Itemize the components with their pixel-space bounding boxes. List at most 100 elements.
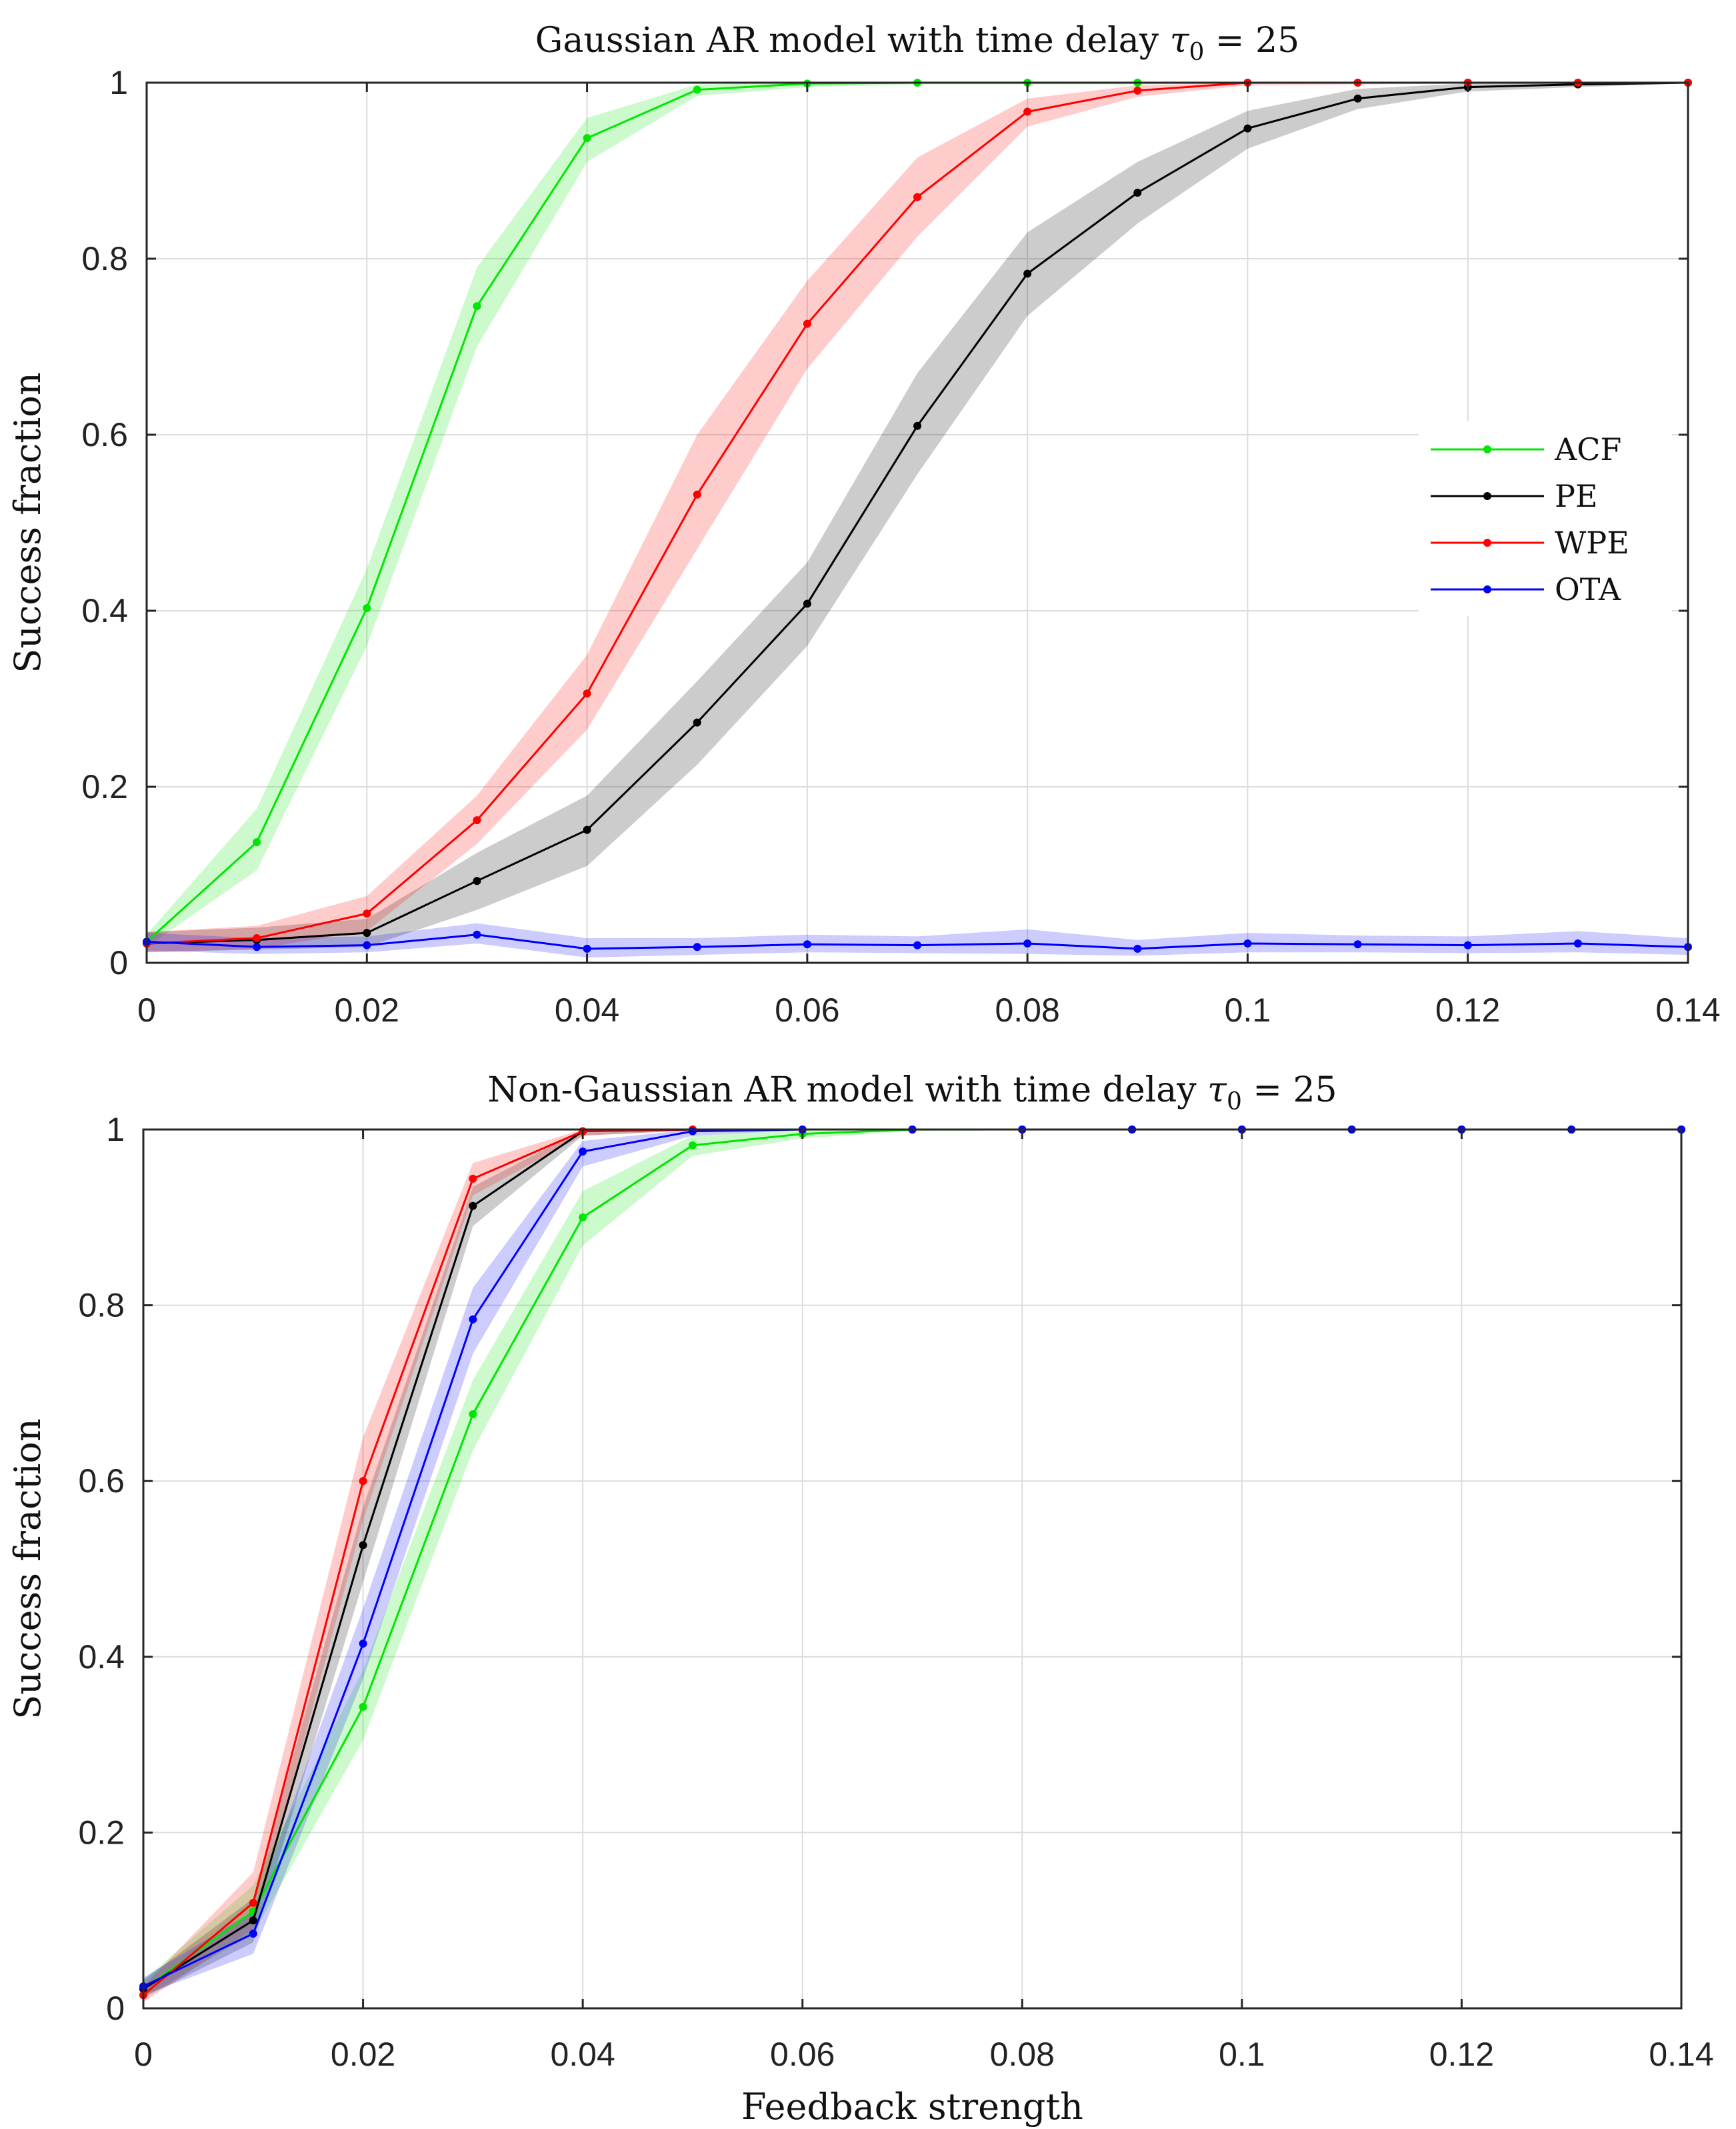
point-wpe [359,1477,367,1486]
point-ota [363,941,371,949]
x-tick-label: 0 [137,991,156,1029]
point-acf [363,604,371,613]
x-tick-label: 0.1 [1219,2036,1265,2073]
y-tick-label: 0.2 [81,768,128,805]
y-tick-label: 0.2 [78,1814,125,1851]
x-tick-label: 0.08 [995,991,1059,1029]
legend-label-pe: PE [1555,478,1598,514]
x-tick-label: 0.12 [1429,2036,1494,2073]
point-pe [359,1541,367,1550]
x-tick-label: 0.06 [775,991,839,1029]
point-ota [1023,939,1032,947]
legend-label-acf: ACF [1554,431,1621,467]
x-axis-label: Feedback strength [741,2086,1083,2128]
x-tick-label: 0 [134,2036,153,2073]
point-ota [469,1315,477,1324]
y-tick-label: 1 [109,64,128,101]
point-ota [583,944,591,953]
x-tick-label: 0.04 [550,2036,615,2073]
y-tick-label: 0.4 [81,592,128,629]
point-acf [688,1141,697,1150]
point-ota [1463,941,1472,949]
point-pe [473,877,481,885]
band-acf [143,1130,1681,1998]
point-wpe [693,490,701,499]
y-axis-label: Success fraction [7,372,49,673]
x-tick-label: 0.1 [1225,991,1271,1029]
point-ota [249,1929,257,1938]
point-ota [473,930,481,939]
point-acf [583,134,591,143]
y-tick-label: 0.6 [81,416,128,453]
point-ota [253,943,261,951]
point-pe [469,1202,477,1210]
point-acf [693,85,701,94]
chart-panel-2: 0 0.02 0.04 0.06 0.08 0.1 0.12 0.14 0 0.2 0.4 0.6 0.… [7,1070,1714,2128]
x-tick-label: 0.04 [555,991,619,1029]
point-acf [579,1213,587,1222]
legend-label-ota: OTA [1555,571,1621,607]
y-tick-label: 0.4 [78,1638,125,1676]
x-tick-label: 0.06 [770,2036,835,2073]
point-pe [249,1916,257,1925]
y-tick-label: 0 [109,944,128,981]
point-wpe [249,1898,257,1907]
x-tick-label: 0.12 [1435,991,1500,1029]
point-ota [1133,944,1142,953]
point-ota [913,941,921,949]
y-tick-label: 0.8 [78,1287,125,1324]
axes-box [142,1128,1683,2010]
y-tick-label: 1 [106,1111,125,1148]
band-wpe [147,83,1688,953]
legend-box [1419,421,1672,616]
point-wpe [469,1174,477,1183]
plot-area [143,1130,1681,2008]
point-pe [1023,269,1032,278]
point-pe [693,718,701,727]
point-acf [469,1410,477,1419]
point-acf [253,838,261,847]
point-ota [688,1127,697,1136]
y-tick-label: 0.8 [81,240,128,277]
point-wpe [1023,107,1032,116]
point-ota [803,940,811,949]
legend-marker-pe [1483,492,1491,500]
point-wpe [803,319,811,328]
point-pe [1243,124,1252,133]
x-tick-label: 0.08 [990,2036,1055,2073]
point-ota [579,1147,587,1156]
point-acf [359,1702,367,1711]
y-tick-label: 0.6 [78,1462,125,1500]
legend-label-wpe: WPE [1555,525,1629,561]
y-tick-label: 0 [106,1990,125,2027]
x-tick-label: 0.02 [331,2036,395,2073]
point-wpe [473,816,481,825]
point-pe [363,929,371,937]
point-pe [583,825,591,834]
point-wpe [913,193,921,201]
point-pe [1353,94,1362,103]
x-tick-label: 0.14 [1655,991,1720,1029]
legend-marker-acf [1483,445,1491,453]
x-tick-label: 0.02 [335,991,399,1029]
point-pe [1133,189,1142,197]
point-wpe [253,934,261,943]
legend-marker-ota [1483,585,1491,593]
x-tick-label: 0.14 [1649,2036,1713,2073]
point-ota [1243,939,1252,947]
chart-title: Gaussian AR model with time delay τ0 = 2… [535,21,1299,66]
point-wpe [1133,86,1142,95]
point-wpe [363,909,371,918]
point-ota [1573,939,1582,947]
y-axis-label: Success fraction [7,1418,49,1719]
band-ota [147,923,1688,958]
point-ota [693,943,701,951]
point-wpe [583,689,591,698]
point-ota [1353,940,1362,949]
legend-marker-wpe [1483,539,1491,547]
chart-title: Non-Gaussian AR model with time delay τ0… [487,1070,1337,1116]
point-pe [913,421,921,430]
point-pe [803,599,811,608]
legend: ACF PE WPE OTA [1419,421,1672,616]
